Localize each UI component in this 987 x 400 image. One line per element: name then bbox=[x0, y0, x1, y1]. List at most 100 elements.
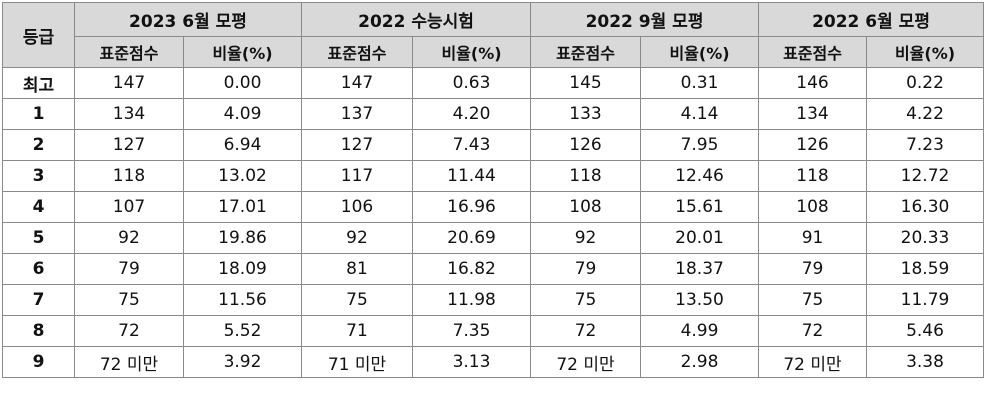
ratio-cell: 4.22 bbox=[866, 98, 985, 130]
score-cell: 107 bbox=[74, 191, 184, 223]
grade-cell: 3 bbox=[2, 160, 75, 192]
score-cell: 72 미만 bbox=[758, 346, 868, 378]
score-cell: 75 bbox=[74, 284, 184, 316]
ratio-cell: 20.33 bbox=[866, 222, 985, 254]
ratio-cell: 4.09 bbox=[183, 98, 302, 130]
ratio-column-header: 비율(%) bbox=[183, 36, 302, 68]
table-row: 7 75 11.56 75 11.98 75 13.50 75 11.79 bbox=[2, 284, 985, 316]
ratio-cell: 12.72 bbox=[866, 160, 985, 192]
score-cell: 79 bbox=[530, 253, 642, 285]
table-row: 9 72 미만 3.92 71 미만 3.13 72 미만 2.98 72 미만 3.38 bbox=[2, 346, 985, 378]
ratio-cell: 7.43 bbox=[411, 129, 532, 161]
score-cell: 72 bbox=[758, 315, 868, 347]
ratio-cell: 19.86 bbox=[183, 222, 302, 254]
ratio-cell: 4.99 bbox=[640, 315, 760, 347]
ratio-cell: 5.46 bbox=[866, 315, 985, 347]
ratio-cell: 0.00 bbox=[183, 67, 302, 99]
score-cell: 137 bbox=[301, 98, 413, 130]
score-cell: 81 bbox=[301, 253, 413, 285]
ratio-cell: 3.38 bbox=[866, 346, 985, 378]
ratio-cell: 0.22 bbox=[866, 67, 985, 99]
ratio-cell: 11.98 bbox=[411, 284, 532, 316]
score-cell: 106 bbox=[301, 191, 413, 223]
ratio-cell: 2.98 bbox=[640, 346, 760, 378]
ratio-cell: 17.01 bbox=[183, 191, 302, 223]
grade-cell: 4 bbox=[2, 191, 75, 223]
grade-cell: 최고 bbox=[2, 67, 75, 99]
ratio-cell: 16.30 bbox=[866, 191, 985, 223]
grade-column-header: 등급 bbox=[2, 2, 75, 68]
score-cell: 145 bbox=[530, 67, 642, 99]
header-row-metrics: 표준점수 비율(%) 표준점수 비율(%) 표준점수 비율(%) 표준점수 비율… bbox=[3, 36, 985, 68]
table-row: 4 107 17.01 106 16.96 108 15.61 108 16.30 bbox=[2, 191, 985, 223]
ratio-cell: 13.50 bbox=[640, 284, 760, 316]
ratio-column-header: 비율(%) bbox=[866, 36, 985, 68]
score-cell: 92 bbox=[530, 222, 642, 254]
score-cell: 108 bbox=[530, 191, 642, 223]
score-cell: 79 bbox=[74, 253, 184, 285]
score-cell: 146 bbox=[758, 67, 868, 99]
grade-cell: 2 bbox=[2, 129, 75, 161]
ratio-cell: 0.63 bbox=[411, 67, 532, 99]
ratio-cell: 15.61 bbox=[640, 191, 760, 223]
ratio-cell: 11.56 bbox=[183, 284, 302, 316]
score-cell: 71 bbox=[301, 315, 413, 347]
table-row: 3 118 13.02 117 11.44 118 12.46 118 12.72 bbox=[2, 160, 985, 192]
ratio-cell: 11.79 bbox=[866, 284, 985, 316]
score-cell: 92 bbox=[74, 222, 184, 254]
ratio-cell: 18.09 bbox=[183, 253, 302, 285]
score-column-header: 표준점수 bbox=[301, 36, 413, 68]
score-cell: 118 bbox=[530, 160, 642, 192]
score-cell: 127 bbox=[301, 129, 413, 161]
table-body: 최고 147 0.00 147 0.63 145 0.31 146 0.22 1 134 4.09 13… bbox=[2, 67, 985, 378]
score-cell: 75 bbox=[758, 284, 868, 316]
ratio-cell: 5.52 bbox=[183, 315, 302, 347]
table-row: 최고 147 0.00 147 0.63 145 0.31 146 0.22 bbox=[2, 67, 985, 99]
ratio-column-header: 비율(%) bbox=[411, 36, 532, 68]
exam-header: 2022 6월 모평 bbox=[758, 2, 985, 37]
score-cell: 118 bbox=[758, 160, 868, 192]
exam-header: 2022 9월 모평 bbox=[530, 2, 760, 37]
ratio-cell: 16.96 bbox=[411, 191, 532, 223]
ratio-cell: 13.02 bbox=[183, 160, 302, 192]
table-row: 2 127 6.94 127 7.43 126 7.95 126 7.23 bbox=[2, 129, 985, 161]
ratio-column-header: 비율(%) bbox=[640, 36, 760, 68]
grade-cell: 7 bbox=[2, 284, 75, 316]
score-cell: 133 bbox=[530, 98, 642, 130]
table-row: 1 134 4.09 137 4.20 133 4.14 134 4.22 bbox=[2, 98, 985, 130]
score-cell: 118 bbox=[74, 160, 184, 192]
ratio-cell: 11.44 bbox=[411, 160, 532, 192]
score-cell: 72 bbox=[530, 315, 642, 347]
score-column-header: 표준점수 bbox=[758, 36, 868, 68]
score-cell: 147 bbox=[301, 67, 413, 99]
ratio-cell: 16.82 bbox=[411, 253, 532, 285]
score-column-header: 표준점수 bbox=[530, 36, 642, 68]
ratio-cell: 3.92 bbox=[183, 346, 302, 378]
ratio-cell: 6.94 bbox=[183, 129, 302, 161]
ratio-cell: 18.59 bbox=[866, 253, 985, 285]
score-cell: 126 bbox=[530, 129, 642, 161]
score-cell: 117 bbox=[301, 160, 413, 192]
grade-cell: 9 bbox=[2, 346, 75, 378]
score-column-header: 표준점수 bbox=[74, 36, 184, 68]
grade-cutoff-table: 등급 2023 6월 모평 2022 수능시험 2022 9월 모평 2022 … bbox=[2, 2, 985, 378]
score-cell: 108 bbox=[758, 191, 868, 223]
ratio-cell: 20.69 bbox=[411, 222, 532, 254]
ratio-cell: 7.95 bbox=[640, 129, 760, 161]
grade-cell: 8 bbox=[2, 315, 75, 347]
score-cell: 75 bbox=[301, 284, 413, 316]
header-row-exams: 등급 2023 6월 모평 2022 수능시험 2022 9월 모평 2022 … bbox=[2, 2, 985, 68]
ratio-cell: 7.35 bbox=[411, 315, 532, 347]
score-cell: 72 미만 bbox=[530, 346, 642, 378]
ratio-cell: 3.13 bbox=[411, 346, 532, 378]
ratio-cell: 18.37 bbox=[640, 253, 760, 285]
score-cell: 75 bbox=[530, 284, 642, 316]
score-cell: 79 bbox=[758, 253, 868, 285]
score-cell: 91 bbox=[758, 222, 868, 254]
grade-cell: 6 bbox=[2, 253, 75, 285]
grade-cell: 1 bbox=[2, 98, 75, 130]
score-cell: 147 bbox=[74, 67, 184, 99]
ratio-cell: 0.31 bbox=[640, 67, 760, 99]
table-row: 5 92 19.86 92 20.69 92 20.01 91 20.33 bbox=[2, 222, 985, 254]
exam-header: 2023 6월 모평 bbox=[74, 2, 302, 37]
